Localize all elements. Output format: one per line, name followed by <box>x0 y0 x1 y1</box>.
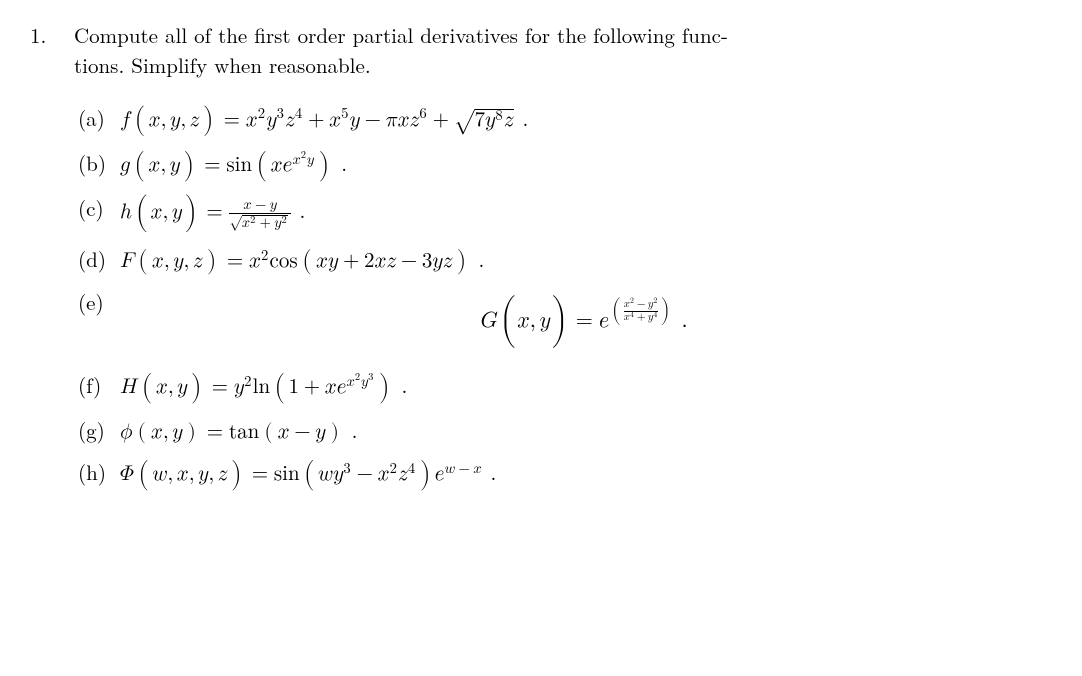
subpart-label-h: (h) <box>78 457 120 487</box>
subparts-list: (a) f(x,y,z) = x2y3z4 + x5y − πxz6 + 7y8… <box>74 103 1052 491</box>
subpart-content-a: f(x,y,z) = x2y3z4 + x5y − πxz6 + 7y8z . <box>120 103 1052 136</box>
subpart-g: (g) ϕ(x,y) = tan(x−y) . <box>78 415 1052 445</box>
problem-prompt: Compute all of the first order partial d… <box>74 20 1052 81</box>
problem-number: 1. <box>30 20 74 50</box>
display-equation-e: G(x,y) = e ( x2−y2 x4+y4 <box>120 295 1052 348</box>
subpart-content-f: H(x,y) = y2 ln(1+xex2y3) . <box>120 370 1052 403</box>
prompt-line-2: tions. Simplify when reasonable. <box>74 50 371 80</box>
subpart-b: (b) g(x,y) = sin(xex2y) . <box>78 148 1052 181</box>
subpart-label-f: (f) <box>78 370 120 400</box>
subpart-d: (d) F(x,y,z) = x2 cos(xy+2xz−3yz) . <box>78 244 1052 275</box>
subpart-label-d: (d) <box>78 244 120 274</box>
subpart-e: (e) G(x,y) = e ( x2−y2 <box>78 287 1052 358</box>
subpart-content-e: G(x,y) = e ( x2−y2 x4+y4 <box>120 287 1052 358</box>
problem-body: Compute all of the first order partial d… <box>74 20 1052 503</box>
subpart-content-d: F(x,y,z) = x2 cos(xy+2xz−3yz) . <box>120 244 1052 275</box>
subpart-label-a: (a) <box>78 103 120 133</box>
subpart-f: (f) H(x,y) = y2 ln(1+xex2y3) . <box>78 370 1052 403</box>
subpart-a: (a) f(x,y,z) = x2y3z4 + x5y − πxz6 + 7y8… <box>78 103 1052 136</box>
subpart-label-b: (b) <box>78 148 120 178</box>
prompt-line-1: Compute all of the first order partial d… <box>74 20 728 50</box>
subpart-h: (h) Φ(w,x,y,z) = sin(wy3−x2z4) ew−x . <box>78 457 1052 490</box>
subpart-content-g: ϕ(x,y) = tan(x−y) . <box>120 415 1052 445</box>
subpart-content-b: g(x,y) = sin(xex2y) . <box>120 148 1052 181</box>
subpart-content-c: h(x,y) = x−y x2+y2 . <box>120 193 1052 232</box>
subpart-content-h: Φ(w,x,y,z) = sin(wy3−x2z4) ew−x . <box>120 457 1052 490</box>
subpart-label-c: (c) <box>78 193 120 223</box>
subpart-c: (c) h(x,y) = x−y x2+y2 . <box>78 193 1052 232</box>
subpart-label-e: (e) <box>78 287 120 317</box>
problem: 1. Compute all of the first order partia… <box>30 20 1052 503</box>
subpart-label-g: (g) <box>78 415 120 445</box>
